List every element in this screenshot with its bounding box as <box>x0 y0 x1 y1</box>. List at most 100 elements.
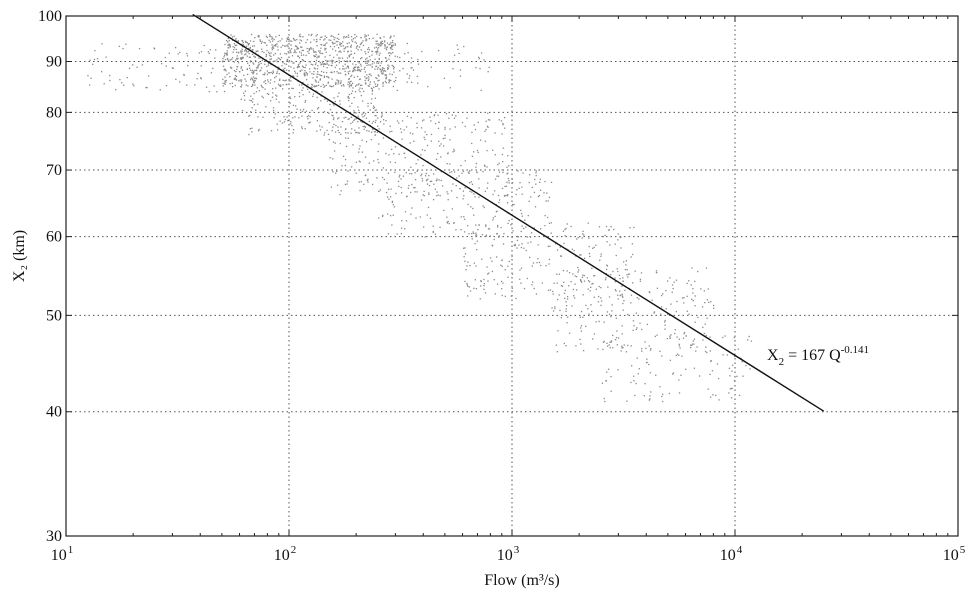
data-point <box>309 71 311 73</box>
data-point <box>358 46 361 48</box>
data-point <box>636 357 638 359</box>
data-point <box>633 226 635 229</box>
data-point <box>264 88 266 90</box>
data-point <box>327 76 329 78</box>
data-point <box>368 120 371 123</box>
data-point <box>391 201 393 204</box>
data-point <box>622 296 624 298</box>
data-point <box>353 112 355 114</box>
data-point <box>93 58 96 61</box>
data-point <box>340 45 342 47</box>
data-point <box>444 134 446 136</box>
data-point <box>586 277 588 279</box>
data-point <box>661 355 663 357</box>
data-point <box>351 39 353 41</box>
data-point <box>550 181 553 184</box>
data-point <box>364 79 366 82</box>
data-point <box>246 68 248 70</box>
data-point <box>198 52 200 54</box>
data-point <box>606 342 608 345</box>
data-point <box>560 316 562 319</box>
data-point <box>491 149 494 151</box>
data-point <box>340 51 342 53</box>
data-point <box>400 186 402 189</box>
data-point <box>269 54 271 57</box>
data-point <box>312 48 314 50</box>
data-point <box>250 77 253 79</box>
data-point <box>266 49 268 52</box>
data-point <box>316 57 318 59</box>
data-point <box>391 64 393 67</box>
data-point <box>368 49 371 51</box>
data-point <box>296 72 299 75</box>
data-point <box>611 304 613 306</box>
data-point <box>313 54 315 57</box>
data-point <box>235 51 238 53</box>
data-point <box>314 63 317 66</box>
data-point <box>379 189 381 191</box>
data-point <box>416 75 419 78</box>
data-point <box>477 151 479 154</box>
data-point <box>349 60 351 62</box>
data-point <box>399 70 401 72</box>
data-point <box>371 122 373 124</box>
data-point <box>487 280 489 282</box>
data-point <box>361 121 363 124</box>
data-point <box>616 268 618 270</box>
data-point <box>367 76 370 78</box>
data-point <box>615 317 617 319</box>
data-point <box>389 215 392 217</box>
data-point <box>600 253 602 255</box>
data-point <box>241 50 243 52</box>
data-point <box>314 68 317 70</box>
data-point <box>239 79 241 81</box>
data-point <box>297 55 300 57</box>
data-point <box>621 325 623 327</box>
x-tick-label: 101 <box>51 544 74 564</box>
data-point <box>388 154 390 156</box>
data-point <box>269 82 271 84</box>
data-point <box>517 235 519 238</box>
data-point <box>270 71 272 74</box>
data-point <box>412 69 415 71</box>
data-point <box>282 44 284 47</box>
data-point <box>494 178 497 180</box>
data-point <box>693 338 696 340</box>
data-point <box>302 49 304 52</box>
data-point <box>335 112 338 114</box>
data-point <box>267 72 270 74</box>
data-point <box>554 307 556 310</box>
data-point <box>698 375 701 377</box>
data-point <box>588 252 591 255</box>
data-point <box>491 260 493 262</box>
data-point <box>401 220 403 222</box>
data-point <box>535 170 538 172</box>
data-point <box>356 45 359 47</box>
data-point <box>521 243 523 245</box>
data-point <box>229 59 231 61</box>
data-point <box>252 81 255 83</box>
data-point <box>357 49 359 51</box>
data-point <box>600 297 602 299</box>
data-point <box>618 274 621 276</box>
data-point <box>467 203 469 206</box>
data-point <box>331 59 333 61</box>
data-point <box>417 159 419 161</box>
data-point <box>416 122 418 124</box>
data-point <box>358 160 361 162</box>
data-point <box>376 48 379 50</box>
data-point <box>491 270 494 273</box>
data-point <box>332 85 335 87</box>
data-point <box>390 45 393 48</box>
data-point <box>537 258 539 260</box>
data-point <box>502 243 505 245</box>
data-point <box>411 81 413 83</box>
data-point <box>479 67 481 70</box>
data-point <box>229 75 231 78</box>
data-point <box>694 280 696 283</box>
data-point <box>432 231 434 234</box>
data-point <box>310 86 313 88</box>
data-point <box>301 110 304 113</box>
data-point <box>501 259 503 261</box>
data-point <box>614 243 616 245</box>
